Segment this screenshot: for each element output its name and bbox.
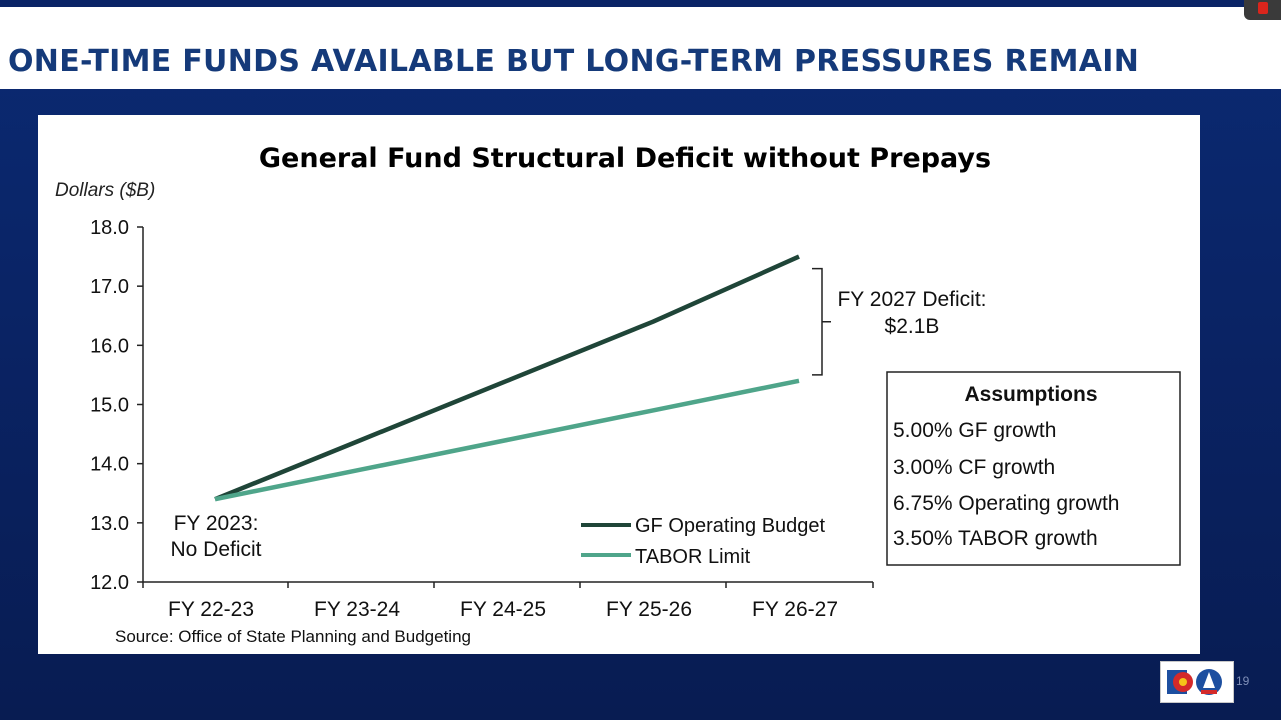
- top-bar: [0, 0, 1281, 7]
- slide-title: ONE-TIME FUNDS AVAILABLE BUT LONG-TERM P…: [8, 44, 1140, 79]
- source-note: Source: Office of State Planning and Bud…: [115, 627, 471, 646]
- series-line-0: [214, 254, 800, 502]
- legend: GF Operating Budget TABOR Limit: [581, 515, 826, 568]
- colorado-logo: [1160, 661, 1234, 703]
- start-annotation-line2: No Deficit: [170, 538, 261, 561]
- assumption-item: 6.75% Operating growth: [893, 492, 1119, 515]
- legend-gf-label: GF Operating Budget: [635, 515, 826, 537]
- x-tick-label: FY 24-25: [460, 598, 546, 621]
- start-annotation-line1: FY 2023:: [174, 512, 259, 535]
- deficit-bracket: [812, 267, 831, 376]
- x-tick-label: FY 26-27: [752, 598, 838, 621]
- x-tick-label: FY 22-23: [168, 598, 254, 621]
- colorado-logo-icon: [1167, 669, 1222, 695]
- y-tick-label: 16.0: [90, 335, 129, 357]
- deficit-line-chart: General Fund Structural Deficit without …: [55, 143, 1181, 646]
- chart-panel: General Fund Structural Deficit without …: [38, 115, 1200, 654]
- title-band: [0, 7, 1281, 89]
- chart-title: General Fund Structural Deficit without …: [259, 143, 991, 174]
- deficit-annotation-line2: $2.1B: [885, 315, 940, 338]
- y-tick-label: 14.0: [90, 454, 129, 476]
- legend-tabor-label: TABOR Limit: [635, 546, 751, 568]
- y-tick-label: 13.0: [90, 513, 129, 535]
- assumption-item: 3.00% CF growth: [893, 456, 1055, 479]
- pdf-icon[interactable]: [1244, 0, 1281, 20]
- assumptions-title: Assumptions: [964, 383, 1097, 406]
- page-number: 19: [1236, 674, 1250, 688]
- y-tick-label: 18.0: [90, 217, 129, 239]
- x-tick-label: FY 23-24: [314, 598, 400, 621]
- series-line-1: [214, 378, 800, 502]
- deficit-annotation-line1: FY 2027 Deficit:: [837, 288, 986, 311]
- y-tick-label: 15.0: [90, 395, 129, 417]
- y-tick-label: 17.0: [90, 276, 129, 298]
- y-axis-label: Dollars ($B): [55, 180, 155, 201]
- assumption-item: 5.00% GF growth: [893, 419, 1056, 442]
- y-tick-label: 12.0: [90, 572, 129, 594]
- assumptions-box: Assumptions 5.00% GF growth 3.00% CF gro…: [886, 371, 1181, 566]
- assumption-item: 3.50% TABOR growth: [893, 527, 1098, 550]
- x-tick-label: FY 25-26: [606, 598, 692, 621]
